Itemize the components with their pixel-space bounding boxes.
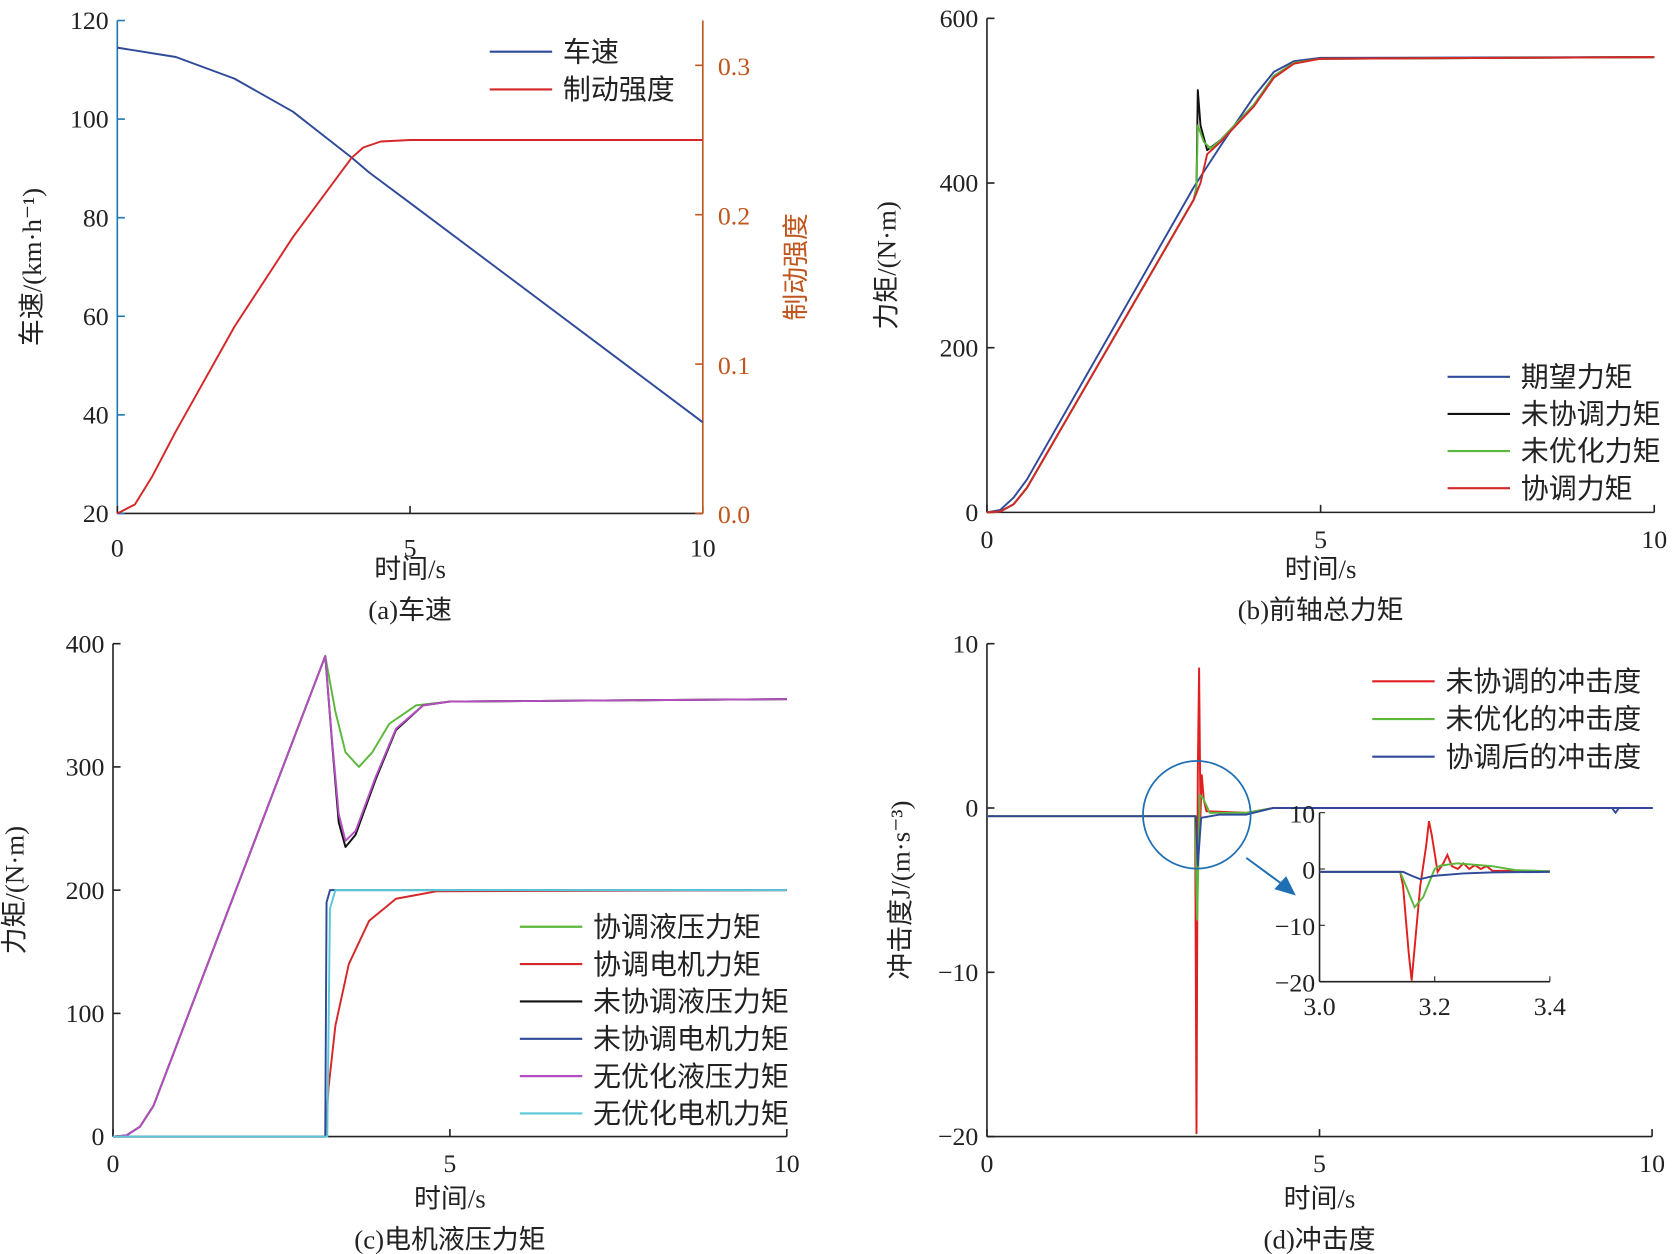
- y-tick-label: 80: [83, 203, 109, 232]
- panel-caption: (c)电机液压力矩: [354, 1225, 545, 1254]
- inset-x-tick-label: 3.2: [1419, 992, 1451, 1021]
- zoom-arrow-head: [1274, 876, 1296, 896]
- x-tick-label: 0: [111, 534, 124, 563]
- y-tick-label: −10: [938, 958, 978, 987]
- series-line-3: [986, 56, 1655, 514]
- y-axis-label: 力矩/(N·m): [0, 826, 30, 954]
- y-tick-label: 10: [953, 629, 979, 658]
- inset-series-line-2: [1319, 870, 1550, 881]
- y-tick-label: 100: [70, 105, 109, 134]
- series-line-0: [117, 46, 704, 424]
- legend-label: 无优化液压力矩: [593, 1061, 789, 1093]
- y2-tick-label: 0.0: [718, 500, 750, 529]
- y-axis-label: 车速/(km·h⁻¹): [17, 188, 47, 346]
- legend-label: 协调后的冲击度: [1445, 741, 1641, 773]
- y-tick-label: 200: [66, 876, 105, 905]
- legend-label: 车速: [563, 36, 619, 68]
- x-tick-label: 10: [774, 1149, 800, 1178]
- panel-caption: (d)冲击度: [1264, 1225, 1376, 1254]
- x-axis-label: 时间/s: [374, 554, 446, 584]
- x-tick-label: 0: [107, 1149, 120, 1178]
- legend-label: 未协调电机力矩: [593, 1023, 789, 1055]
- y-tick-label: 400: [940, 169, 979, 198]
- legend-label: 未协调的冲击度: [1445, 666, 1641, 698]
- legend-label: 未优化的冲击度: [1445, 704, 1641, 736]
- x-tick-label: 10: [1639, 1149, 1665, 1178]
- y-tick-label: 20: [83, 499, 109, 528]
- series-line-4: [112, 655, 787, 1138]
- inset-series-line-0: [1319, 820, 1550, 981]
- y-tick-label: 400: [66, 629, 105, 658]
- legend-label: 协调电机力矩: [593, 949, 761, 981]
- chart-panel-d: 0 5 10 −20 −10 0 10 时间/s 冲击度J/(m·s⁻³) (d)冲击度 未协调的冲…: [885, 629, 1665, 1254]
- y2-axis-label: 制动强度: [781, 213, 811, 321]
- inset-y-tick-label: −10: [1275, 912, 1315, 941]
- y2-tick-label: 0.2: [718, 201, 750, 230]
- y2-tick-label: 0.3: [718, 52, 750, 81]
- x-axis-label: 时间/s: [1285, 554, 1357, 584]
- y-tick-label: 300: [66, 753, 105, 782]
- chart-panel-c: 0 5 100100200300400时间/s力矩/(N·m)(c)电机液压力矩协调…: [0, 629, 800, 1254]
- legend-label: 未协调力矩: [1521, 399, 1661, 431]
- legend-label: 期望力矩: [1521, 361, 1633, 393]
- panel-caption: (b)前轴总力矩: [1238, 595, 1404, 625]
- y-tick-label: 0: [965, 794, 978, 823]
- legend-label: 未优化力矩: [1521, 436, 1661, 468]
- y-tick-label: 40: [83, 400, 109, 429]
- x-axis-label: 时间/s: [414, 1184, 486, 1214]
- y-tick-label: 120: [70, 6, 109, 35]
- inset-y-tick-label: 0: [1302, 856, 1315, 885]
- x-tick-label: 5: [1314, 525, 1327, 554]
- panel-caption: (a)车速: [368, 595, 452, 625]
- y-tick-label: 100: [66, 999, 105, 1028]
- y-tick-label: 60: [83, 302, 109, 331]
- inset-y-tick-label: −20: [1275, 968, 1315, 997]
- inset-background: [1319, 812, 1550, 982]
- inset-y-tick-label: 10: [1289, 799, 1315, 828]
- x-tick-label: 10: [690, 534, 716, 563]
- x-tick-label: 0: [980, 525, 993, 554]
- y2-tick-label: 0.1: [718, 351, 750, 380]
- y-tick-label: 600: [940, 4, 979, 33]
- zoom-highlight-circle: [1142, 760, 1252, 870]
- legend-label: 协调液压力矩: [593, 911, 761, 943]
- x-tick-label: 5: [1313, 1149, 1326, 1178]
- y-tick-label: 200: [940, 333, 979, 362]
- y-tick-label: 0: [91, 1122, 104, 1151]
- y-tick-label: −20: [938, 1122, 978, 1151]
- legend-label: 制动强度: [563, 74, 675, 106]
- zoom-arrow-line: [1245, 857, 1284, 886]
- x-tick-label: 0: [980, 1149, 993, 1178]
- series-line-5: [113, 889, 787, 1138]
- y-tick-label: 0: [965, 498, 978, 527]
- inset-series-line-1: [1319, 862, 1550, 910]
- y-axis-label: 冲击度J/(m·s⁻³): [885, 801, 915, 980]
- inset-x-tick-label: 3.4: [1534, 992, 1566, 1021]
- series-line-0: [986, 56, 1655, 514]
- x-tick-label: 5: [443, 1149, 456, 1178]
- y-axis-label: 力矩/(N·m): [871, 201, 901, 329]
- legend-label: 未协调液压力矩: [593, 986, 789, 1018]
- x-axis-label: 时间/s: [1284, 1184, 1356, 1214]
- chart-panel-b: 0 5 10 0 200 400 600 时间/s 力矩/(N·m) (b)前轴总力矩 期望力矩未协…: [871, 4, 1667, 625]
- x-tick-label: 10: [1641, 525, 1667, 554]
- series-line-1: [113, 889, 787, 1138]
- inset-x-tick-label: 3.0: [1303, 992, 1335, 1021]
- series-line-2: [986, 807, 1654, 867]
- x-tick-label: 5: [404, 534, 417, 563]
- legend-label: 无优化电机力矩: [593, 1098, 789, 1130]
- series-line-1: [116, 139, 703, 515]
- inset-chart: 3.0 3.2 3.4 −20 −10 0 10: [1275, 799, 1566, 1021]
- legend-label: 协调力矩: [1521, 473, 1633, 505]
